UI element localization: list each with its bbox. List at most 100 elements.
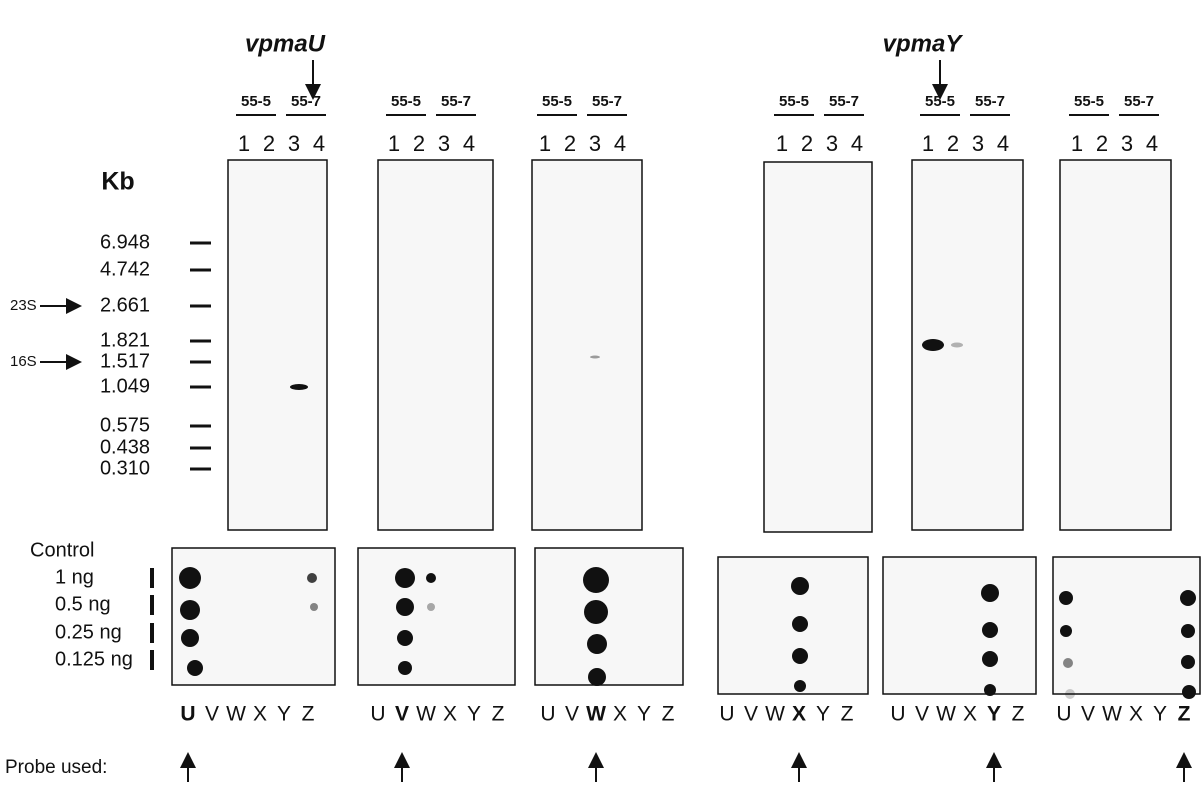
probe-letter: W [1102, 703, 1122, 726]
dot [1060, 625, 1072, 637]
probe-letter: Z [1012, 703, 1025, 726]
probe-letter: U [180, 703, 195, 726]
dot [792, 648, 808, 664]
probe-letter: X [253, 703, 267, 726]
size-marker: 1.049 [100, 375, 150, 397]
probe-letter: W [936, 703, 956, 726]
probe-letter: W [226, 703, 246, 726]
strain-label: 55-7 [592, 93, 622, 110]
probe-letter: U [1056, 703, 1071, 726]
amount-label: 0.5 ng [55, 593, 111, 615]
lane-label: 3 [589, 131, 601, 156]
probe-letter: U [370, 703, 385, 726]
blot [1060, 160, 1171, 530]
probe-letter: Z [1178, 703, 1191, 726]
lane-label: 2 [801, 131, 813, 156]
dot [583, 567, 609, 593]
probe-letter: Y [987, 703, 1001, 726]
dot [984, 684, 996, 696]
gene-label: vpmaY [883, 30, 964, 57]
dot-blot [1053, 557, 1200, 694]
lane-label: 1 [922, 131, 934, 156]
probe-letter: Z [492, 703, 505, 726]
lane-label: 2 [564, 131, 576, 156]
strain-label: 55-5 [779, 93, 809, 110]
size-marker: 4.742 [100, 258, 150, 280]
probe-letter: Z [662, 703, 675, 726]
probe-letter: Z [841, 703, 854, 726]
lane-label: 3 [972, 131, 984, 156]
strain-label: 55-5 [241, 93, 271, 110]
dot [587, 634, 607, 654]
dot [588, 668, 606, 686]
dot [396, 598, 414, 616]
size-marker: 6.948 [100, 231, 150, 253]
control-label: Control [30, 539, 94, 561]
dot [584, 600, 608, 624]
lane-label: 3 [1121, 131, 1133, 156]
size-marker: 1.821 [100, 329, 150, 351]
size-marker: 2.661 [100, 294, 150, 316]
band [922, 339, 944, 351]
band [951, 343, 963, 348]
probe-letter: Y [1153, 703, 1167, 726]
size-marker: 0.575 [100, 414, 150, 436]
amount-label: 0.125 ng [55, 648, 133, 670]
size-marker: 0.438 [100, 436, 150, 458]
dot [398, 661, 412, 675]
probe-letter: X [443, 703, 457, 726]
strain-label: 55-5 [925, 93, 955, 110]
probe-letter: V [205, 703, 219, 726]
probe-letter: X [613, 703, 627, 726]
blot [532, 160, 642, 530]
unit-label: Kb [101, 168, 134, 196]
band [290, 384, 308, 390]
dot [179, 567, 201, 589]
lane-label: 2 [263, 131, 275, 156]
dot [310, 603, 318, 611]
dot [791, 577, 809, 595]
lane-label: 1 [1071, 131, 1083, 156]
dot [1181, 655, 1195, 669]
dot [981, 584, 999, 602]
lane-label: 3 [288, 131, 300, 156]
dot [1182, 685, 1196, 699]
dot [426, 573, 436, 583]
dot-blot [535, 548, 683, 685]
probe-letter: X [963, 703, 977, 726]
lane-label: 3 [438, 131, 450, 156]
lane-label: 1 [539, 131, 551, 156]
size-marker: 1.517 [100, 350, 150, 372]
lane-label: 2 [413, 131, 425, 156]
lane-label: 4 [614, 131, 626, 156]
probe-label: Probe used: [5, 757, 107, 778]
strain-label: 55-5 [391, 93, 421, 110]
strain-label: 55-7 [1124, 93, 1154, 110]
probe-letter: W [765, 703, 785, 726]
probe-letter: W [586, 703, 606, 726]
blot [228, 160, 327, 530]
dot [395, 568, 415, 588]
dot [792, 616, 808, 632]
probe-letter: X [1129, 703, 1143, 726]
probe-letter: V [565, 703, 579, 726]
lane-label: 3 [826, 131, 838, 156]
dot [187, 660, 203, 676]
amount-label: 0.25 ng [55, 621, 122, 643]
probe-letter: V [915, 703, 929, 726]
probe-letter: Z [302, 703, 315, 726]
probe-letter: Y [467, 703, 481, 726]
dot [180, 600, 200, 620]
dot [427, 603, 435, 611]
strain-label: 55-7 [975, 93, 1005, 110]
strain-label: 55-5 [542, 93, 572, 110]
probe-letter: Y [816, 703, 830, 726]
lane-label: 2 [947, 131, 959, 156]
dot [794, 680, 806, 692]
lane-label: 4 [463, 131, 475, 156]
probe-letter: U [890, 703, 905, 726]
probe-letter: V [1081, 703, 1095, 726]
probe-letter: U [540, 703, 555, 726]
blot [764, 162, 872, 532]
band [590, 356, 600, 359]
